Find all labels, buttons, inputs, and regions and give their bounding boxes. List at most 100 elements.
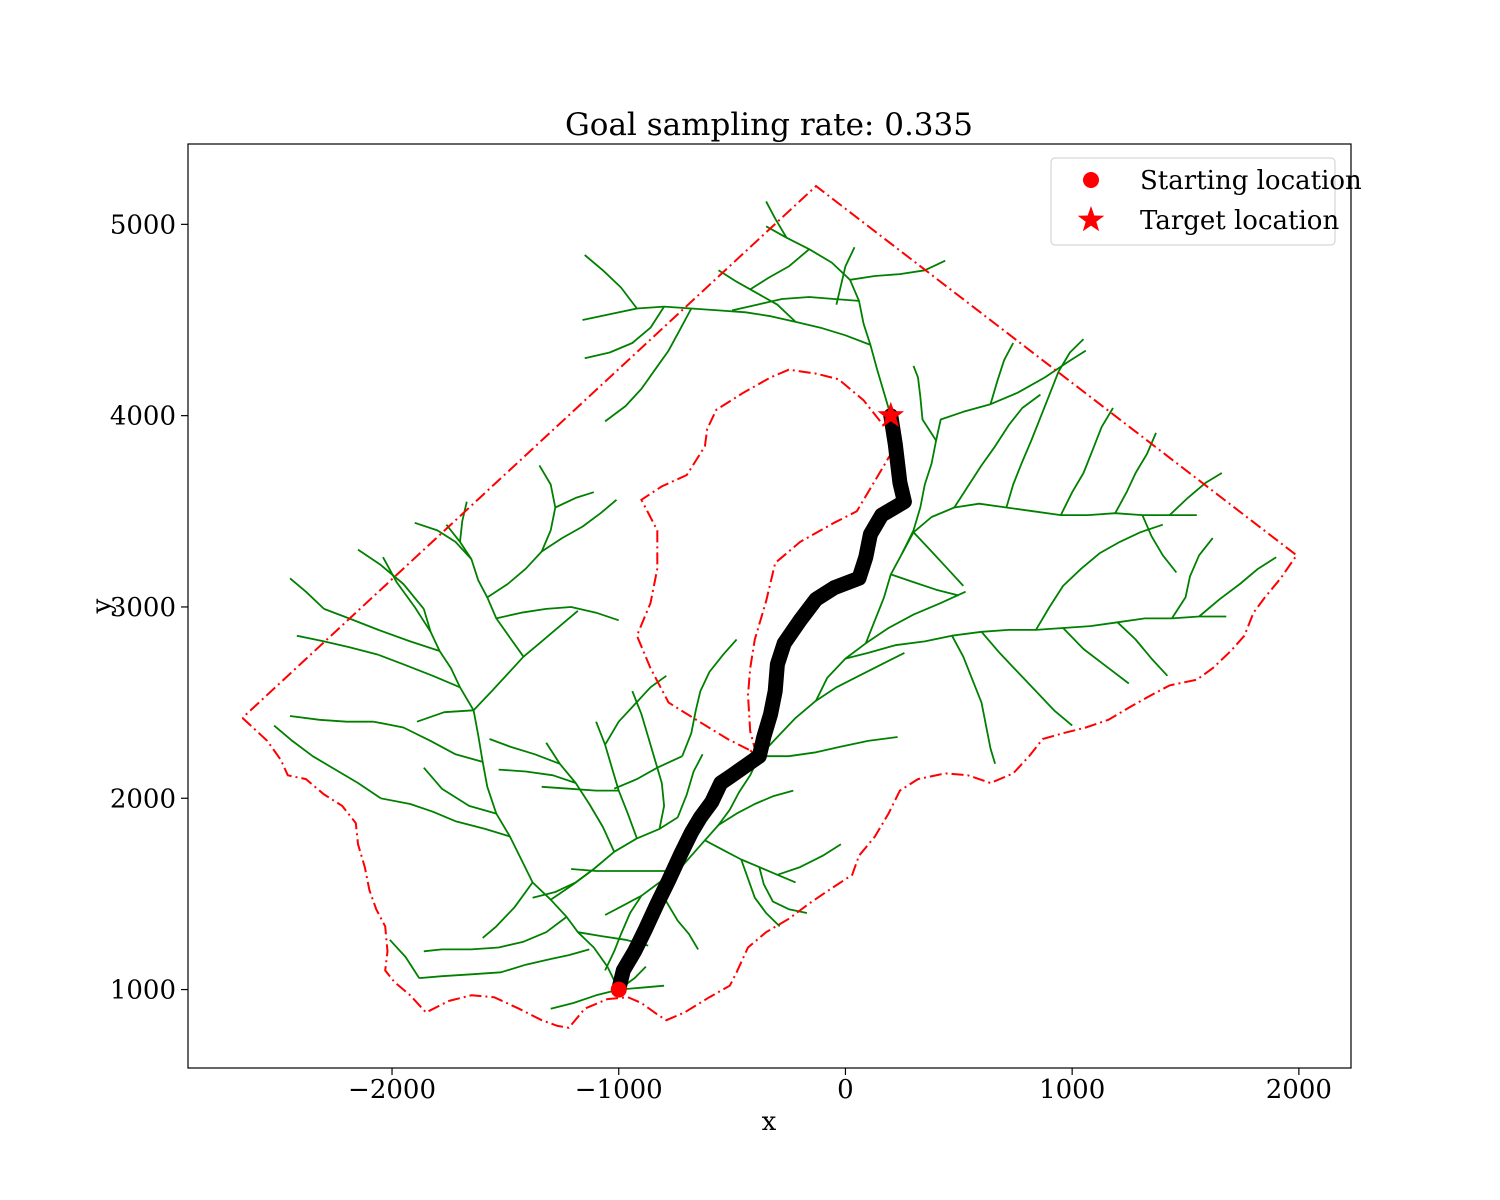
tree-branch	[912, 531, 964, 587]
tree-branch	[498, 768, 576, 784]
tree-branch	[445, 524, 525, 658]
tree-branch	[538, 464, 557, 531]
tree-branch	[740, 859, 781, 928]
x-tick-label: −1000	[575, 1075, 663, 1105]
tree-branch	[459, 501, 468, 542]
legend-box	[1050, 157, 1336, 246]
tree-branch	[273, 724, 382, 800]
tree-branch	[416, 709, 474, 723]
tree-branch	[541, 499, 618, 553]
ticks: −2000 −1000 0 1000 2000 1000 2000 3000 4000 5000	[110, 210, 1332, 1105]
tree-branch	[289, 715, 374, 723]
tree-branch	[582, 305, 871, 346]
y-tick-label: 5000	[110, 210, 176, 240]
tree-branch	[718, 789, 794, 826]
tree-branch	[758, 866, 808, 914]
tree-branch	[550, 988, 619, 1010]
x-tick-label: −2000	[348, 1075, 436, 1105]
tree-branch	[489, 738, 561, 765]
tree-branch	[631, 690, 650, 738]
tree-branch	[647, 736, 665, 830]
tree-branch	[289, 577, 325, 610]
legend-start-label: Starting location	[1140, 166, 1362, 196]
tree-branch	[604, 308, 693, 423]
tree-branch	[595, 721, 638, 839]
tree-branch	[373, 720, 483, 763]
tree-branch	[604, 675, 667, 746]
tree-branch	[758, 652, 905, 757]
y-axis-label: y	[87, 598, 117, 614]
tree-branch	[604, 895, 643, 971]
tree-branch	[1114, 432, 1157, 514]
tree-branch	[486, 530, 552, 599]
y-tick-label: 2000	[110, 784, 176, 814]
tree-branch	[704, 839, 796, 884]
tree-branch	[749, 248, 810, 291]
tree-branch	[423, 767, 497, 815]
tree-branch	[423, 916, 568, 953]
target-marker	[877, 401, 905, 427]
tree-branch	[676, 753, 704, 818]
y-tick-label: 3000	[110, 593, 176, 623]
legend: Starting location Target location	[1050, 157, 1362, 246]
y-tick-label: 4000	[110, 402, 176, 432]
legend-start-marker	[1083, 172, 1099, 188]
tree-branch	[765, 200, 788, 239]
tree-branch	[554, 491, 595, 509]
tree-branch	[890, 573, 960, 597]
tree-branch	[496, 606, 619, 622]
tree-branch	[849, 259, 946, 281]
y-tick-label: 1000	[110, 976, 176, 1006]
tree-branch	[380, 797, 511, 838]
tree-branch	[815, 590, 966, 702]
tree-branch	[1168, 472, 1223, 516]
tree-branch	[777, 843, 842, 876]
tree-branch	[951, 635, 996, 765]
tree-branch	[545, 742, 616, 853]
tree-branch	[323, 608, 440, 652]
tree-branch	[1059, 407, 1114, 516]
tree-branch	[382, 556, 432, 633]
tree-branch	[980, 631, 1073, 727]
tree-branch	[912, 365, 937, 441]
x-tick-label: 2000	[1266, 1075, 1332, 1105]
tree-branch	[718, 269, 797, 323]
tree-branch	[1171, 537, 1214, 619]
planned-path	[611, 408, 912, 998]
obstacle-boundary	[635, 368, 895, 761]
tree-branch	[864, 502, 1197, 644]
x-tick-label: 0	[837, 1075, 854, 1105]
tree-branch	[296, 634, 379, 656]
start-marker	[610, 981, 627, 998]
tree-branch	[1005, 338, 1085, 508]
tree-branch	[541, 785, 619, 792]
tree-branch	[835, 246, 856, 305]
plot-area	[241, 184, 1298, 1029]
tree-branch	[604, 755, 761, 916]
tree-branch	[1198, 556, 1277, 618]
x-axis-label: x	[762, 1107, 777, 1137]
tree-branch	[1035, 523, 1164, 631]
legend-target-marker	[1077, 206, 1105, 232]
tree-branch	[1116, 621, 1169, 677]
outer-boundary	[241, 184, 1298, 1029]
tree-branch	[378, 653, 461, 689]
legend-target-label: Target location	[1140, 206, 1339, 236]
tree-branch	[571, 868, 678, 872]
tree-branch	[419, 948, 590, 979]
tree-branch	[953, 393, 1041, 508]
tree-branch	[482, 881, 534, 939]
tree-branch	[389, 939, 420, 979]
tree-branch	[901, 349, 1087, 554]
tree-branch	[414, 521, 473, 560]
tree-branch	[584, 306, 665, 360]
tree-branch	[1062, 627, 1130, 685]
tree-branch	[759, 736, 898, 758]
x-tick-label: 1000	[1039, 1075, 1105, 1105]
chart-title: Goal sampling rate: 0.335	[565, 107, 973, 143]
axes-frame	[187, 143, 1352, 1069]
tree-branch	[681, 638, 738, 757]
tree-branch	[1141, 514, 1178, 574]
tree-branch	[584, 254, 638, 310]
